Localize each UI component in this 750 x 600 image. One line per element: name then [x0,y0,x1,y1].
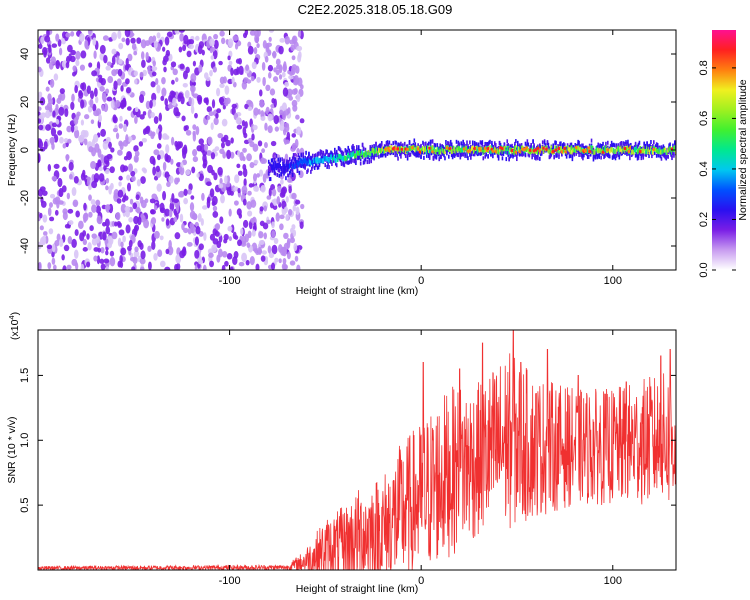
spectrogram-x-ticks: -100 0 100 [219,30,622,287]
snr-x-ticks: -100 0 100 [219,330,622,587]
spectrogram-heatmap [38,30,676,270]
spectrogram-x-tick-label: 100 [604,275,622,287]
snr-y-tick-label: 0.5 [19,497,31,512]
colorbar-tick-label: 0.8 [698,60,710,75]
snr-x-tick-label: -100 [219,575,241,587]
spectrogram-y-tick-label: 0 [19,147,31,153]
snr-x-tick-label: 0 [418,575,424,587]
snr-panel: -100 0 100 0.5 1.0 1.5 Height of straight li… [6,312,677,595]
snr-y-tick-label: 1.5 [19,368,31,383]
spectrogram-x-label: Height of straight line (km) [296,285,419,297]
colorbar-tick-label: 0.6 [698,111,710,126]
snr-y-scale: (x104) [7,312,21,340]
snr-x-label: Height of straight line (km) [296,583,419,595]
spectrogram-panel: -100 0 100 -40 -20 0 20 40 Height of straight … [6,29,677,297]
colorbar: 0.0 0.2 0.4 0.6 0.8 Normalized spectral ampl… [698,30,749,278]
snr-series-line [38,330,676,570]
colorbar-tick-label: 0.4 [698,161,710,176]
spectrogram-y-ticks: -40 -20 0 20 40 [19,48,676,254]
snr-y-scale-base: (x10 [9,319,21,340]
snr-y-scale-exponent: 4 [7,315,16,319]
spectrogram-x-tick-label: -100 [219,275,241,287]
chart-title: C2E2.2025.318.05.18.G09 [297,2,453,17]
colorbar-label: Normalized spectral amplitude [737,79,749,220]
snr-y-label: SNR (10 * v/v) [6,416,18,483]
colorbar-tick-label: 0.2 [698,212,710,227]
spectrogram-y-tick-label: 40 [19,48,31,60]
snr-x-tick-label: 100 [604,575,622,587]
spectrogram-y-tick-label: -20 [19,190,31,206]
colorbar-tick-label: 0.0 [698,262,710,277]
spectrogram-y-tick-label: -40 [19,238,31,254]
snr-y-tick-label: 1.0 [19,433,31,448]
spectrogram-y-tick-label: 20 [19,96,31,108]
snr-y-ticks: 0.5 1.0 1.5 [19,368,676,513]
snr-frame [37,329,677,571]
spectrogram-x-tick-label: 0 [418,275,424,287]
colorbar-ticks: 0.0 0.2 0.4 0.6 0.8 [698,60,736,278]
colorbar-gradient [712,30,736,270]
spectrogram-y-label: Frequency (Hz) [6,114,18,186]
